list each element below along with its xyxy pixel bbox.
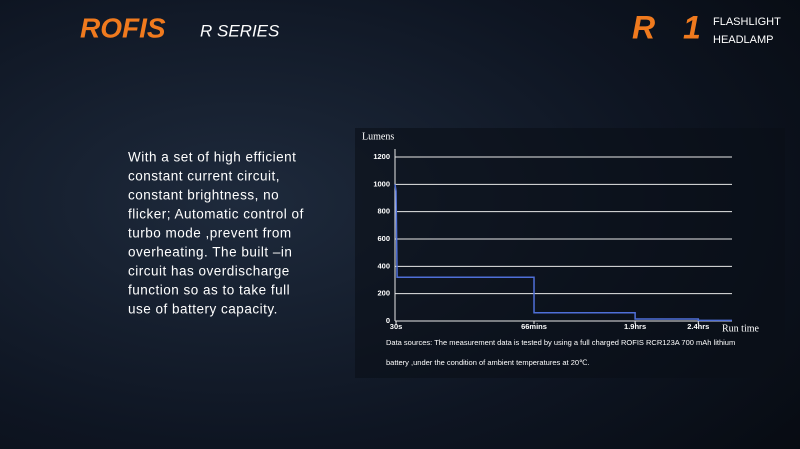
data-note: battery ,under the condition of ambient …: [386, 358, 590, 367]
x-tick-label: 66mins: [521, 322, 547, 331]
description-line: turbo mode ,prevent from: [128, 226, 292, 241]
x-axis-label: Run time: [722, 323, 760, 334]
description-line: use of battery capacity.: [128, 302, 278, 317]
x-tick-label: 1.9hrs: [624, 322, 646, 331]
description-line: overheating. The built –in: [128, 245, 292, 260]
y-tick-label: 800: [377, 207, 390, 216]
description-line: constant brightness, no: [128, 188, 279, 203]
y-tick-label: 400: [377, 261, 390, 270]
data-line: [394, 184, 732, 322]
x-tick-label: 2.4hrs: [687, 322, 709, 331]
model-number: 1: [683, 9, 701, 45]
chart-panel: [355, 128, 785, 378]
x-tick-label: 30s: [390, 322, 403, 331]
tagline: HEADLAMP: [713, 34, 774, 46]
tagline: FLASHLIGHT: [713, 16, 781, 28]
model-letter: R: [632, 9, 655, 45]
description-line: function so as to take full: [128, 283, 290, 298]
description-line: circuit has overdischarge: [128, 264, 290, 279]
y-tick-label: 200: [377, 289, 390, 298]
y-tick-label: 1000: [373, 179, 390, 188]
description-line: With a set of high efficient: [128, 150, 296, 165]
description-line: constant current circuit,: [128, 169, 280, 184]
description-line: flicker; Automatic control of: [128, 207, 304, 222]
series-name: R SERIES: [200, 21, 280, 40]
data-note: Data sources: The measurement data is te…: [386, 338, 735, 347]
y-tick-label: 0: [386, 316, 390, 325]
y-tick-label: 1200: [373, 152, 390, 161]
y-tick-label: 600: [377, 234, 390, 243]
y-axis-label: Lumens: [362, 131, 394, 142]
brand-logo: ROFIS: [80, 12, 166, 43]
